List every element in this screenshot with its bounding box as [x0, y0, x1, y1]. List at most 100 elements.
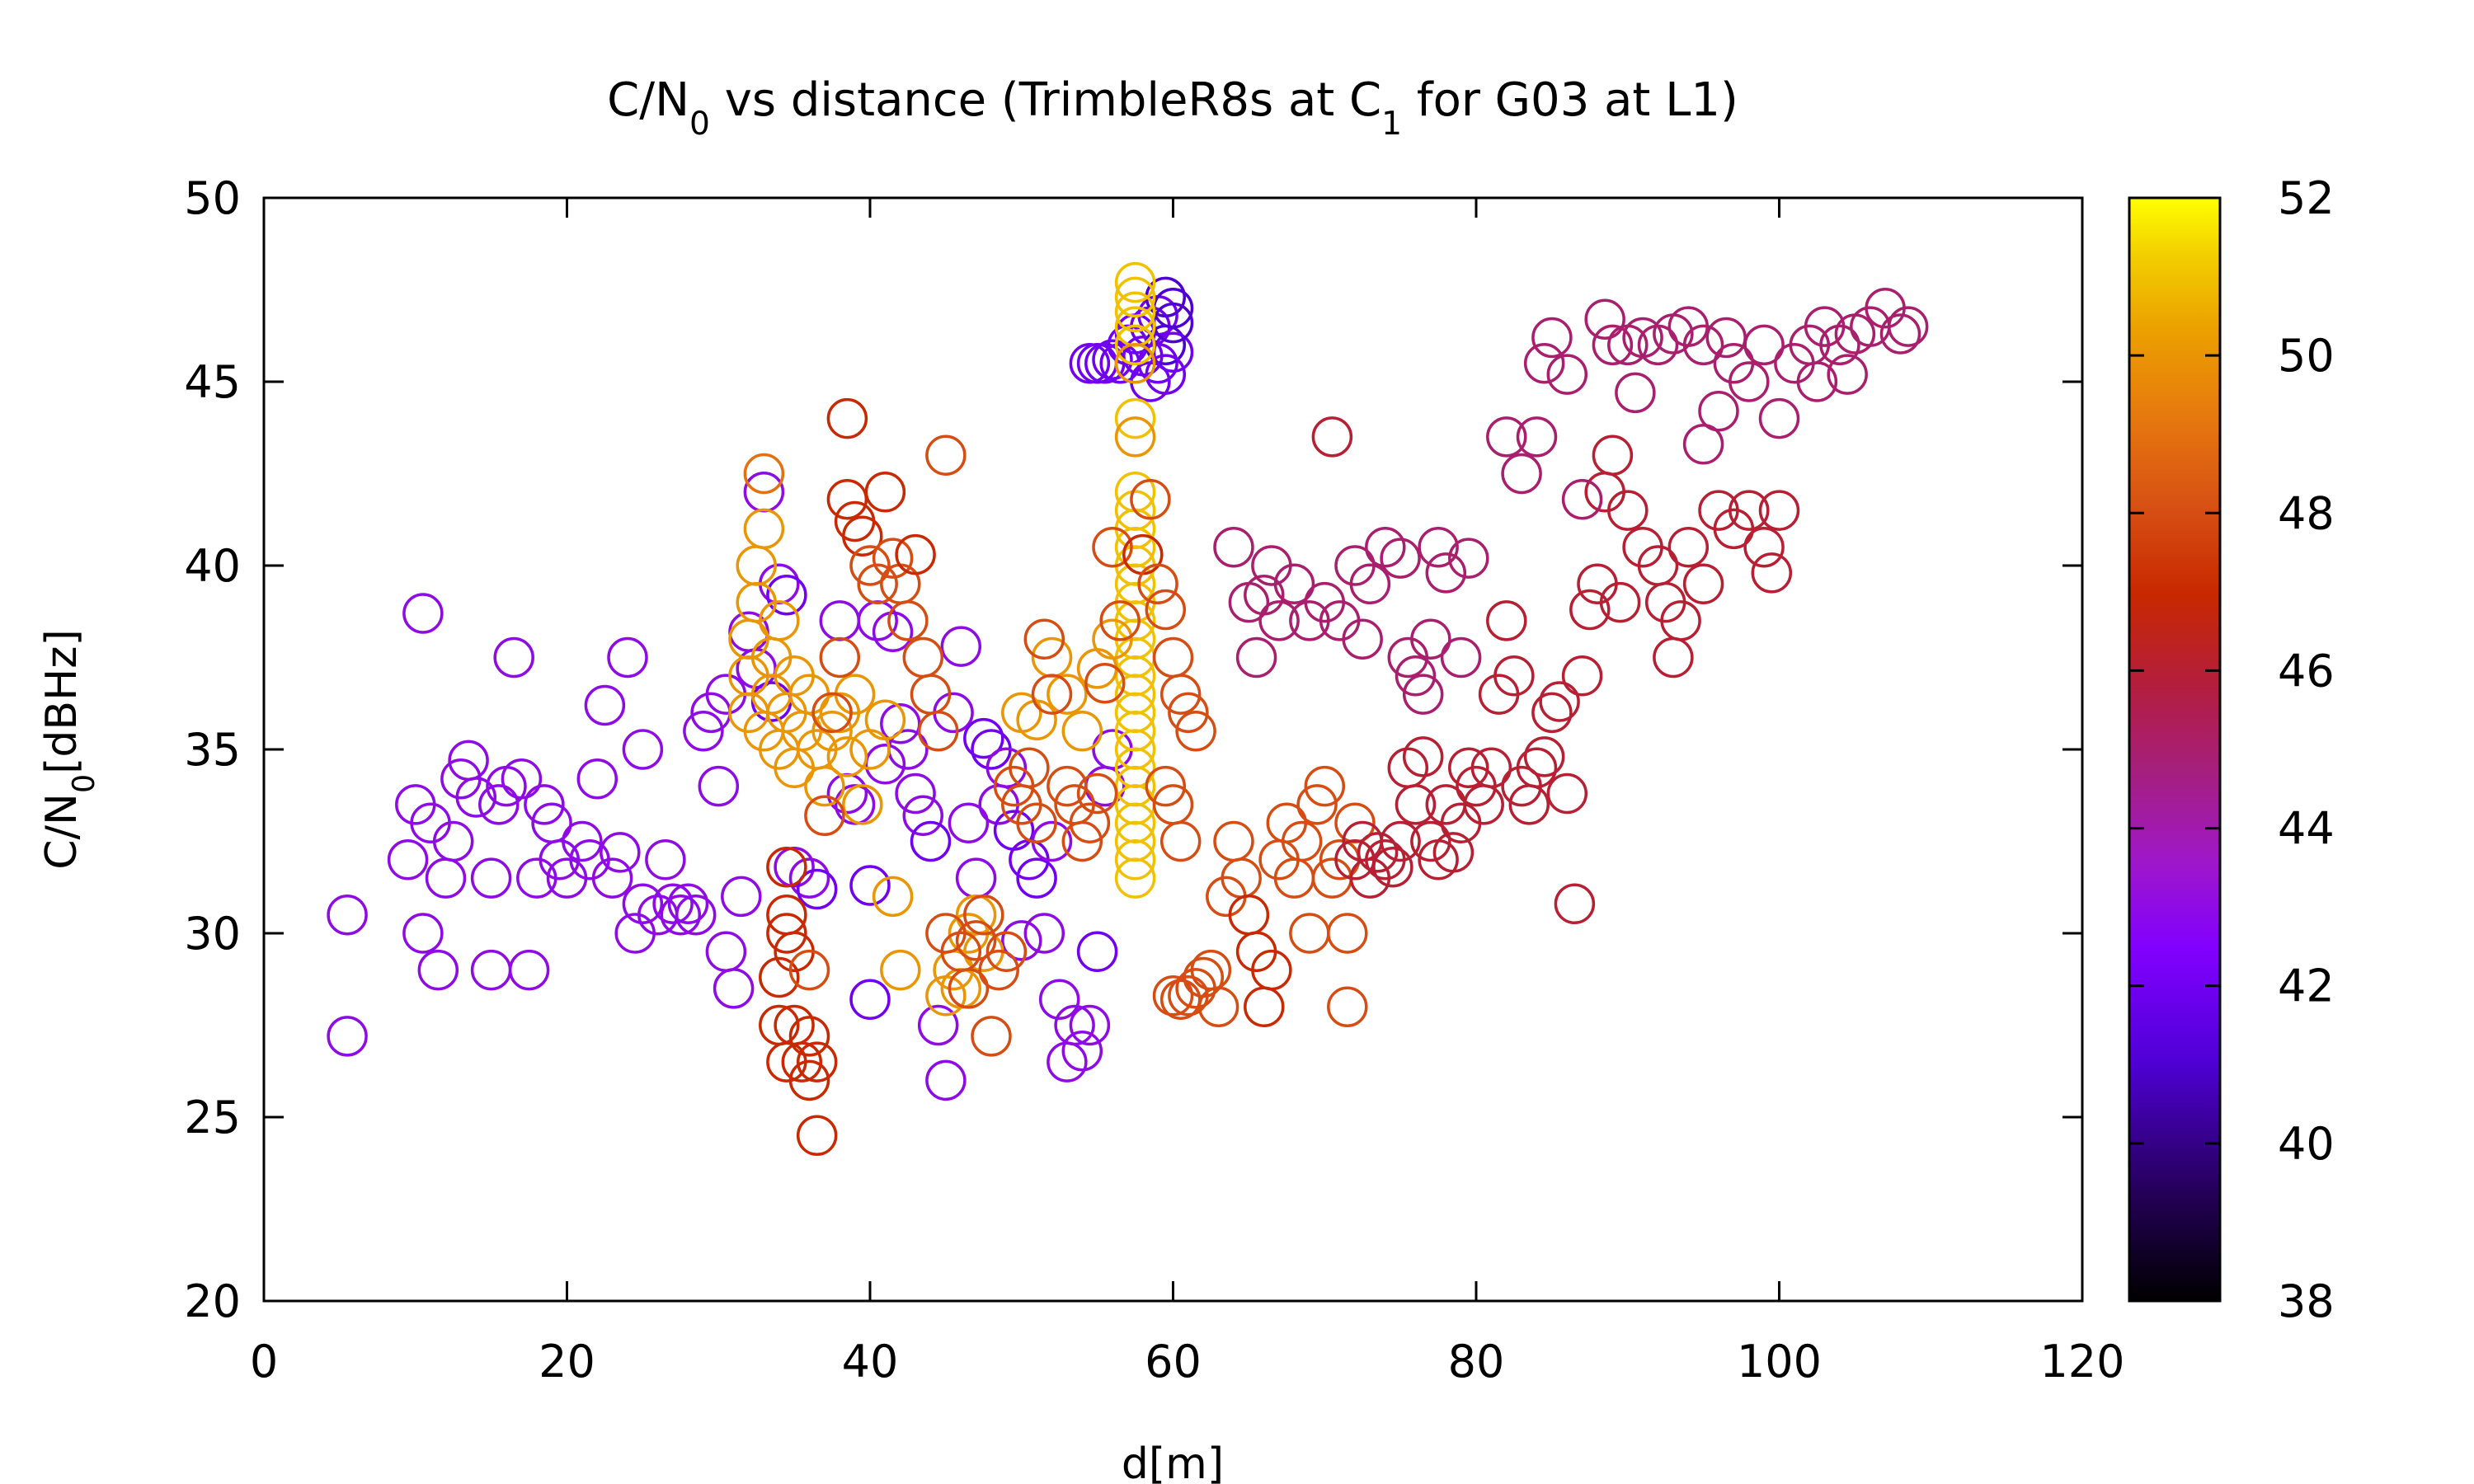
data-point — [1758, 397, 1800, 439]
x-tick-label: 20 — [539, 1336, 595, 1388]
data-point — [759, 956, 800, 998]
data-point — [1743, 324, 1785, 366]
data-point — [1145, 354, 1187, 395]
data-point — [1114, 261, 1156, 303]
data-point — [607, 636, 648, 679]
data-point — [1418, 526, 1459, 568]
data-point — [501, 758, 543, 800]
data-point — [1501, 453, 1542, 495]
data-point — [1047, 674, 1088, 715]
data-point — [622, 883, 664, 925]
data-point — [1698, 390, 1739, 432]
data-point — [796, 1041, 838, 1082]
data-point — [1099, 600, 1141, 641]
data-point — [1486, 416, 1527, 458]
data-point — [1023, 913, 1065, 954]
data-point — [622, 729, 664, 770]
data-point — [1410, 820, 1451, 862]
data-point — [1114, 324, 1156, 366]
data-point — [743, 508, 785, 550]
chart-title: C/N0 vs distance (TrimbleR8s at C1 for G… — [607, 73, 1738, 143]
data-point — [1114, 397, 1156, 439]
data-point — [432, 820, 474, 862]
data-point — [1887, 306, 1929, 347]
data-point — [1047, 765, 1088, 807]
data-point — [1569, 589, 1611, 631]
data-point — [1729, 361, 1770, 402]
data-point — [1281, 820, 1323, 862]
data-point — [645, 839, 686, 881]
data-point — [562, 820, 603, 862]
data-point — [788, 1016, 830, 1057]
data-point — [327, 1016, 368, 1057]
data-point — [1470, 747, 1512, 789]
data-point — [1349, 563, 1391, 605]
y-tick-label: 30 — [184, 908, 241, 960]
colorbar-tick-label: 42 — [2278, 960, 2335, 1012]
colorbar-tick-label: 48 — [2278, 487, 2335, 539]
data-point — [811, 710, 853, 752]
data-point — [1615, 372, 1656, 414]
data-point — [917, 710, 959, 752]
y-axis: 20 25 30 35 40 45 50 — [184, 172, 2082, 1327]
data-point — [1531, 692, 1573, 734]
data-point — [1607, 490, 1649, 531]
data-point — [917, 1004, 959, 1046]
data-point — [1175, 710, 1216, 752]
data-point — [1304, 765, 1346, 807]
data-point — [1546, 354, 1588, 395]
data-point — [1561, 655, 1603, 697]
data-point — [971, 1016, 1012, 1057]
data-point — [1023, 618, 1065, 660]
data-point — [1592, 434, 1634, 476]
data-point — [1016, 699, 1057, 741]
data-point — [1584, 298, 1625, 340]
data-point — [963, 717, 1004, 759]
data-point — [819, 636, 861, 679]
data-point — [591, 857, 633, 899]
colorbar-ticks: 38 40 42 44 46 48 50 52 — [2129, 172, 2335, 1327]
colorbar-tick-label: 52 — [2278, 172, 2335, 224]
data-point — [1152, 975, 1194, 1017]
data-point — [1244, 574, 1285, 616]
data-point — [1130, 478, 1171, 520]
data-point — [788, 949, 830, 991]
data-point — [766, 846, 807, 888]
data-point — [1819, 324, 1860, 366]
data-point — [1365, 526, 1406, 568]
data-point — [1879, 313, 1921, 355]
data-point — [1425, 552, 1467, 594]
data-point — [1402, 674, 1444, 715]
data-point — [1114, 342, 1156, 384]
data-point — [788, 1059, 830, 1101]
data-point — [478, 784, 520, 825]
data-point — [1667, 526, 1710, 568]
data-point — [1827, 354, 1868, 395]
data-point — [1273, 563, 1315, 605]
data-point — [1486, 600, 1527, 641]
data-point — [1092, 339, 1133, 380]
data-point — [1061, 1030, 1103, 1072]
data-point — [872, 538, 914, 579]
data-point — [1001, 920, 1042, 961]
data-point — [1432, 832, 1475, 873]
data-point — [1327, 913, 1368, 954]
y-tick-label: 25 — [184, 1092, 241, 1144]
data-point — [895, 533, 936, 575]
y-tick-label: 40 — [184, 540, 241, 592]
data-point — [1660, 600, 1701, 641]
data-point — [327, 894, 368, 936]
x-axis-label: d[m] — [1122, 1439, 1224, 1484]
subscript: 1 — [1381, 106, 1402, 143]
data-point — [849, 979, 891, 1021]
data-point — [1682, 324, 1724, 366]
data-point — [887, 600, 929, 641]
data-point — [584, 684, 626, 726]
data-point — [766, 574, 807, 616]
data-point — [1069, 1004, 1111, 1046]
data-point — [1296, 784, 1338, 825]
data-point — [804, 765, 845, 807]
data-point — [985, 931, 1028, 973]
data-point — [524, 784, 565, 825]
data-point — [864, 699, 906, 741]
